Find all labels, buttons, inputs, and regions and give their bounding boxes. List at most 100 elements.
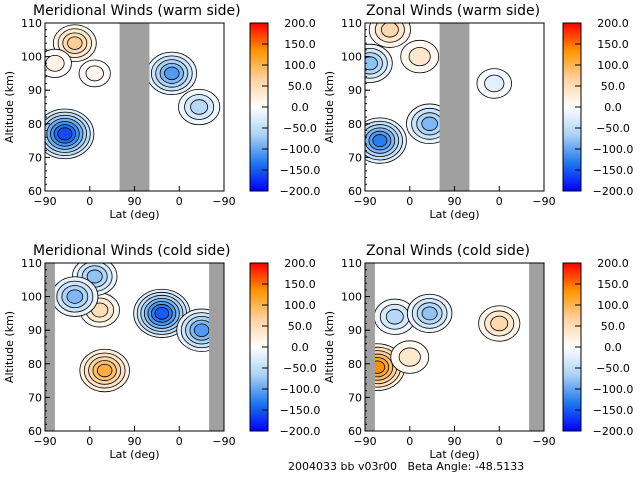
contour-level-1-1 [398,347,421,367]
y-tick-label: 90 [348,324,362,337]
no-data-band [529,263,544,431]
colorbar-tick-label: 50.0 [601,320,626,333]
x-tick-label: −90 [353,435,376,448]
colorbar-tick-label: 50.0 [288,80,313,93]
colorbar-tick-label: 100.0 [597,59,629,72]
colorbar-tick-label: 200.0 [597,257,629,270]
colorbar-tick-label: −200.0 [593,425,634,438]
no-data-band [45,263,55,431]
contour-level-3-1 [408,47,431,67]
colorbar-tick-label: 100.0 [284,59,316,72]
colorbar-tick-label: 150.0 [597,278,629,291]
y-tick-label: 110 [341,17,362,30]
colorbar-tick-label: 0.0 [291,341,309,354]
contour-level-5-2 [190,99,209,115]
y-tick-label: 60 [348,425,362,438]
colorbar-tick-label: −200.0 [593,185,634,198]
contour-level-0-4 [96,363,113,378]
x-tick-label: 0 [176,195,183,208]
x-axis-label: Lat (deg) [430,448,480,461]
y-axis-label: Altitude (km) [3,311,16,383]
colorbar-tick-label: −50.0 [283,122,317,135]
colorbar-tick-label: 200.0 [284,17,316,30]
y-tick-label: 60 [28,185,42,198]
x-axis-label: Lat (deg) [110,208,160,221]
x-tick-label: −90 [353,195,376,208]
colorbar-tick-label: 100.0 [284,299,316,312]
y-tick-label: 80 [28,358,42,371]
colorbar-tick-label: −50.0 [596,122,630,135]
y-tick-label: 70 [28,151,42,164]
colorbar-tick-label: 200.0 [284,257,316,270]
contour-level-4-6 [154,307,170,320]
x-tick-label: 90 [448,435,462,448]
contour-level-1-3 [67,36,83,50]
y-tick-label: 110 [341,257,362,270]
y-tick-label: 100 [341,51,362,64]
contour-level-5-4 [193,323,210,337]
colorbar-tick-label: −100.0 [593,383,634,396]
x-tick-label: −90 [532,195,555,208]
colorbar-tick-label: −200.0 [280,185,320,198]
contour-level-4-2 [490,315,509,332]
y-tick-label: 70 [348,151,362,164]
contour-plot: 60 70 80 90 100 110 −90 0 90 0 −90 Lat (deg) Altitud… [323,257,634,461]
chart-title: Zonal Winds (warm side) [366,3,541,19]
panel-meridional-warm: Meridional Winds (warm side) 60 70 80 90 100 1… [0,0,320,240]
y-tick-label: 100 [21,291,42,304]
y-axis-label: Altitude (km) [323,71,336,143]
x-tick-label: 0 [496,435,503,448]
y-tick-label: 100 [21,51,42,64]
contour-plot: 60 70 80 90 100 110 −90 0 90 0 −90 Lat (deg) Altitud… [323,17,634,221]
no-data-band [365,263,375,431]
y-axis-label: Altitude (km) [323,311,336,383]
no-data-band [119,23,150,191]
panel-zonal-cold: Zonal Winds (cold side) 60 70 80 90 100 110 −90… [320,240,640,480]
x-tick-label: 0 [406,435,413,448]
y-tick-label: 80 [348,358,362,371]
y-tick-label: 100 [341,291,362,304]
colorbar-tick-label: −100.0 [280,383,320,396]
contour-plot: 60 70 80 90 100 110 −90 0 90 0 −90 Lat (deg) Altitud… [3,17,320,221]
chart-title: Meridional Winds (cold side) [33,243,231,259]
x-tick-label: 0 [86,435,93,448]
contour-level-5-1 [484,74,505,93]
x-axis-label: Lat (deg) [430,208,480,221]
x-tick-label: 0 [176,435,183,448]
x-tick-label: −90 [532,435,555,448]
panel-zonal-warm: Zonal Winds (warm side) 60 70 80 90 100 110 −90… [320,0,640,240]
colorbar-tick-label: −150.0 [593,164,634,177]
chart-title: Meridional Winds (warm side) [33,3,241,19]
x-tick-label: 90 [448,195,462,208]
y-tick-label: 90 [28,84,42,97]
colorbar-tick-label: −150.0 [280,164,320,177]
contour-level-2-1 [45,55,65,72]
contour-level-1-3 [421,116,438,131]
y-tick-label: 90 [28,324,42,337]
colorbar-tick-label: −50.0 [283,362,317,375]
chart-title: Zonal Winds (cold side) [366,243,530,259]
colorbar-tick-label: 50.0 [601,80,626,93]
colorbar-tick-label: 0.0 [291,101,309,114]
x-tick-label: 90 [128,195,142,208]
no-data-band [209,263,224,431]
contour-level-3-3 [66,289,84,304]
y-tick-label: 60 [28,425,42,438]
no-data-band [439,23,470,191]
y-tick-label: 110 [21,17,42,30]
x-tick-label: 0 [406,195,413,208]
x-axis-label: Lat (deg) [110,448,160,461]
x-tick-label: 90 [128,435,142,448]
x-tick-label: 0 [86,195,93,208]
y-tick-label: 90 [348,84,362,97]
y-tick-label: 70 [28,391,42,404]
contour-level-2-2 [380,23,399,38]
colorbar-tick-label: 0.0 [604,101,622,114]
y-axis-label: Altitude (km) [3,71,16,143]
colorbar-tick-label: 50.0 [288,320,313,333]
footer-info: 2004033 bb v03r00 Beta Angle: -48.5133 [288,460,525,473]
y-tick-label: 80 [348,118,362,131]
y-tick-label: 80 [28,118,42,131]
y-tick-label: 70 [348,391,362,404]
x-tick-label: −90 [212,435,235,448]
